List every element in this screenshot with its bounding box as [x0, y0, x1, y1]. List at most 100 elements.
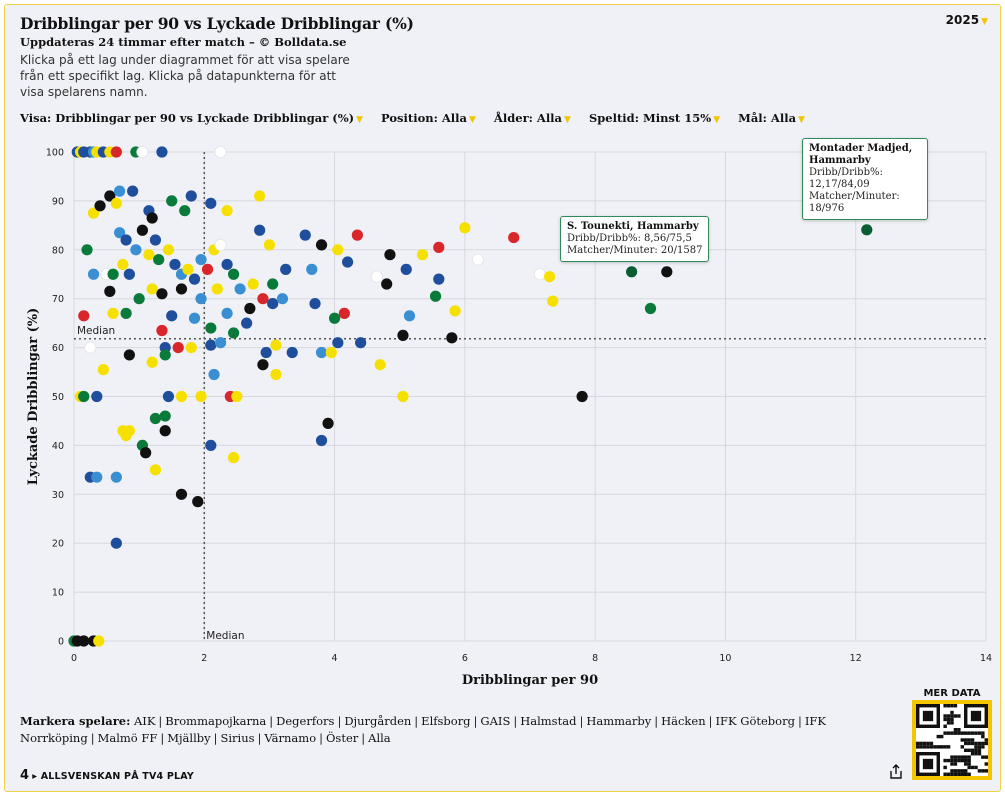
- data-point[interactable]: [78, 310, 90, 322]
- team-link[interactable]: Degerfors: [276, 714, 335, 728]
- data-point[interactable]: [661, 266, 673, 278]
- team-link[interactable]: Halmstad: [520, 714, 577, 728]
- data-point[interactable]: [446, 332, 458, 344]
- data-point[interactable]: [306, 263, 318, 275]
- data-point[interactable]: [280, 263, 292, 275]
- data-point[interactable]: [175, 283, 188, 295]
- data-point[interactable]: [114, 185, 126, 197]
- data-point[interactable]: [159, 425, 171, 437]
- data-point[interactable]: [185, 342, 197, 354]
- data-point[interactable]: [162, 244, 175, 256]
- data-point[interactable]: [114, 227, 126, 239]
- data-point[interactable]: [626, 266, 638, 278]
- team-link[interactable]: IFK Norrköping: [20, 714, 826, 745]
- team-link[interactable]: Malmö FF: [97, 731, 158, 745]
- data-point[interactable]: [162, 390, 175, 403]
- data-point[interactable]: [325, 346, 337, 359]
- filter-position[interactable]: Position: Alla ▼: [381, 111, 476, 125]
- data-point[interactable]: [254, 190, 266, 202]
- data-point[interactable]: [276, 293, 289, 305]
- data-point[interactable]: [270, 368, 282, 381]
- data-point[interactable]: [381, 278, 393, 290]
- data-point[interactable]: [416, 249, 429, 261]
- share-icon[interactable]: [889, 764, 903, 780]
- data-point[interactable]: [110, 197, 122, 209]
- data-point[interactable]: [384, 249, 396, 261]
- data-point[interactable]: [166, 310, 178, 322]
- data-point[interactable]: [315, 346, 328, 359]
- data-point[interactable]: [221, 258, 233, 271]
- data-point[interactable]: [214, 145, 227, 158]
- data-point[interactable]: [185, 190, 197, 202]
- data-point[interactable]: [433, 241, 445, 253]
- data-point[interactable]: [130, 244, 142, 256]
- data-point[interactable]: [78, 635, 90, 647]
- data-point[interactable]: [228, 327, 240, 339]
- data-point[interactable]: [234, 283, 246, 295]
- data-point[interactable]: [299, 229, 311, 241]
- data-point[interactable]: [107, 268, 119, 280]
- data-point[interactable]: [459, 222, 471, 234]
- qr-code-icon[interactable]: [912, 700, 992, 780]
- data-point[interactable]: [93, 635, 105, 647]
- data-point[interactable]: [644, 302, 657, 315]
- data-point[interactable]: [182, 263, 194, 275]
- team-link[interactable]: Sirius: [220, 731, 255, 745]
- filter-visa[interactable]: Visa: Dribblingar per 90 vs Lyckade Drib…: [20, 111, 363, 125]
- footer-promo[interactable]: 4 ▸ ALLSVENSKAN PÅ TV4 PLAY: [20, 768, 194, 783]
- team-link[interactable]: IFK Göteborg: [715, 714, 795, 728]
- data-point[interactable]: [120, 234, 132, 246]
- data-point[interactable]: [110, 471, 122, 483]
- data-point[interactable]: [195, 293, 207, 305]
- data-point[interactable]: [257, 293, 269, 305]
- data-point[interactable]: [351, 229, 363, 241]
- data-point[interactable]: [231, 390, 243, 403]
- data-point[interactable]: [123, 268, 135, 280]
- data-point[interactable]: [120, 307, 132, 319]
- year-selector[interactable]: 2025 ▼: [946, 13, 988, 27]
- data-point[interactable]: [84, 341, 97, 354]
- data-point[interactable]: [533, 268, 546, 281]
- data-point[interactable]: [286, 346, 298, 359]
- data-point[interactable]: [87, 207, 100, 219]
- data-point[interactable]: [861, 224, 873, 236]
- data-point[interactable]: [214, 337, 227, 349]
- data-point[interactable]: [328, 312, 341, 324]
- team-link[interactable]: GAIS: [480, 714, 511, 728]
- data-point[interactable]: [120, 430, 132, 442]
- data-point[interactable]: [241, 317, 253, 329]
- data-point[interactable]: [205, 339, 217, 351]
- data-point[interactable]: [156, 324, 168, 337]
- data-point[interactable]: [221, 205, 233, 217]
- team-link[interactable]: Häcken: [661, 714, 706, 728]
- data-point[interactable]: [221, 307, 233, 319]
- data-point[interactable]: [140, 447, 152, 459]
- data-point[interactable]: [87, 268, 100, 280]
- data-point[interactable]: [169, 258, 181, 271]
- data-point[interactable]: [332, 337, 344, 349]
- data-point[interactable]: [263, 239, 276, 251]
- data-point[interactable]: [166, 195, 178, 207]
- data-point[interactable]: [110, 537, 122, 549]
- data-point[interactable]: [143, 249, 155, 261]
- data-point[interactable]: [159, 349, 171, 361]
- data-point[interactable]: [107, 307, 119, 319]
- data-point[interactable]: [136, 145, 149, 158]
- data-point[interactable]: [123, 349, 135, 361]
- data-point[interactable]: [78, 390, 90, 403]
- data-point[interactable]: [471, 253, 484, 266]
- data-point[interactable]: [153, 253, 165, 266]
- data-point[interactable]: [228, 268, 240, 280]
- data-point[interactable]: [508, 231, 520, 244]
- data-point[interactable]: [81, 244, 93, 256]
- data-point[interactable]: [449, 305, 461, 317]
- data-point[interactable]: [267, 297, 279, 310]
- data-point[interactable]: [175, 488, 188, 500]
- team-link[interactable]: Värnamo: [264, 731, 317, 745]
- data-point[interactable]: [195, 390, 207, 403]
- data-point[interactable]: [355, 337, 367, 349]
- data-point[interactable]: [156, 146, 168, 158]
- data-point[interactable]: [403, 310, 416, 322]
- filter-speltid[interactable]: Speltid: Minst 15% ▼: [589, 111, 720, 125]
- team-link[interactable]: Mjällby: [167, 731, 211, 745]
